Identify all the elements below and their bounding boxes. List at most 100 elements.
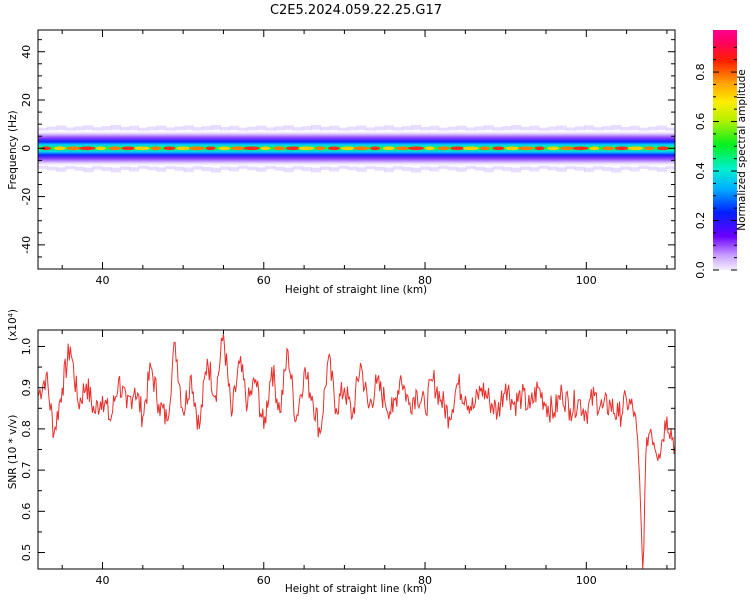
spectrogram-edge-cell <box>538 127 549 131</box>
spectrogram-edge-cell <box>347 126 358 131</box>
spectrogram-y-ticks: -40 -20 0 20 40 <box>20 39 675 270</box>
spectrogram-edge-cell <box>647 166 658 171</box>
spectrogram-edge-cell <box>483 125 494 130</box>
spectrogram-x-tick-label: 40 <box>96 274 110 287</box>
spectrogram-peak-cell <box>589 146 600 151</box>
colorbar-tick-label: 0.6 <box>694 113 707 130</box>
spectrogram-y-tick-label: 40 <box>20 45 33 59</box>
snr-y-tick-label: 0.9 <box>20 379 33 397</box>
spectrogram-peak-cell <box>150 146 161 151</box>
spectrogram-edge-cell <box>174 166 185 171</box>
snr-x-tick-label: 100 <box>576 574 597 587</box>
spectrogram-edge-cell <box>547 166 558 171</box>
spectrogram-edge-cell <box>365 166 376 170</box>
spectrogram-edge-cell <box>611 124 622 130</box>
spectrogram-peak-cell <box>437 146 450 151</box>
spectrogram-edge-cell <box>92 166 103 170</box>
spectrogram-edge-cell <box>529 125 540 131</box>
spectrogram-edge-cell <box>529 167 540 172</box>
spectrogram-peak-cell <box>66 146 81 151</box>
spectrogram-peak-cell <box>572 146 589 151</box>
spectrogram-peak-cell <box>408 146 425 151</box>
spectrogram-edge-cell <box>56 125 67 130</box>
spectrogram-x-axis-label: Height of straight line (km) <box>285 284 427 296</box>
spectrogram-peak-cell <box>134 146 151 151</box>
spectrogram-edge-cell <box>56 167 67 172</box>
spectrogram-edge-cell <box>356 125 367 130</box>
spectrogram-edge-cell <box>638 165 649 169</box>
spectrogram-edge-cell <box>502 166 513 172</box>
colorbar-ticks: 0.0 0.2 0.4 0.6 0.8 <box>694 46 737 279</box>
spectrogram-edge-cell <box>201 126 212 131</box>
spectrogram-edge-cell <box>429 125 440 131</box>
spectrogram-edge-cell <box>593 166 604 170</box>
spectrogram-edge-cell <box>247 166 258 171</box>
snr-y-axis-label: SNR (10 * v/v) <box>7 415 19 490</box>
spectrogram-edge-cell <box>556 125 567 130</box>
spectrogram-edge-cell <box>119 126 130 131</box>
snr-line-group <box>38 334 675 569</box>
spectrogram-peak-cell <box>492 146 505 151</box>
spectrogram-edge-cell <box>456 125 467 130</box>
spectrogram-band <box>38 124 675 173</box>
spectrogram-edge-cell <box>347 166 358 171</box>
spectrogram-edge-cell <box>493 166 504 170</box>
colorbar: 0.0 0.2 0.4 0.6 0.8 Normalized spectral ampl… <box>694 30 748 279</box>
spectrogram-peak-cell <box>53 146 66 151</box>
spectrogram-edge-cell <box>447 126 458 131</box>
spectrogram-edge-cell <box>429 167 440 172</box>
spectrogram-edge-cell <box>438 165 449 169</box>
spectrogram-edge-cell <box>411 124 422 130</box>
spectrogram-edge-cell <box>229 125 240 131</box>
spectrogram-edge-cell <box>656 167 667 172</box>
spectrogram-edge-cell <box>665 166 675 170</box>
spectrogram-edge-cell <box>602 166 613 172</box>
spectrogram-peak-cell <box>340 146 355 151</box>
spectrogram-peak-cell <box>163 146 176 151</box>
spectrogram-edge-cell <box>311 167 322 173</box>
spectrogram-edge-cell <box>174 126 185 131</box>
snr-multiplier-label: (x10⁴) <box>7 309 19 341</box>
spectrogram-edge-cell <box>520 126 531 131</box>
spectrogram-edge-cell <box>320 166 331 170</box>
spectrogram-edge-cell <box>47 166 58 171</box>
spectrogram-edge-cell <box>665 127 675 131</box>
spectrogram-peak-cell <box>479 146 490 151</box>
spectrogram-peak-cell <box>424 146 435 151</box>
spectrogram-edge-cell <box>138 165 149 169</box>
spectrogram-edge-cell <box>483 167 494 173</box>
spectrogram-edge-cell <box>101 126 112 131</box>
spectrogram-peak-cell <box>547 146 560 151</box>
spectrogram-edge-cell <box>65 127 76 131</box>
spectrogram-edge-cell <box>493 127 504 131</box>
spectrogram-edge-cell <box>238 127 249 131</box>
colorbar-gradient <box>713 30 737 270</box>
spectrogram-edge-cell <box>365 127 376 131</box>
spectrogram-edge-cell <box>156 167 167 172</box>
spectrogram-peak-cell <box>644 146 655 151</box>
spectrogram-edge-cell <box>38 165 49 169</box>
spectrogram-edge-cell <box>192 166 203 170</box>
snr-frame <box>37 329 676 570</box>
chart-title: C2E5.2024.059.22.25.G17 <box>270 3 442 18</box>
spectrogram-edge-cell <box>338 127 349 131</box>
spectrogram-peak-cell <box>260 146 271 151</box>
spectrogram-edge-cell <box>256 125 267 130</box>
spectrogram-peak-cell <box>656 146 669 151</box>
spectrogram-edge-cell <box>329 125 340 131</box>
spectrogram-peak-cell <box>205 146 216 151</box>
snr-panel: 40 60 80 100 0.5 0.6 0.7 0.8 0.9 1.0 Height of s… <box>7 309 676 595</box>
colorbar-tick-label: 0.4 <box>694 162 707 180</box>
spectrogram-edge-cell <box>119 166 130 170</box>
spectrogram-edge-cell <box>620 166 631 170</box>
colorbar-label: Normalized spectral amplitude <box>736 69 748 230</box>
spectrogram-edge-cell <box>565 166 576 170</box>
spectrogram-edge-cell <box>47 126 58 131</box>
snr-y-tick-label: 0.6 <box>20 503 33 520</box>
spectrogram-edge-cell <box>402 126 413 131</box>
spectrogram-peak-cell <box>41 146 52 151</box>
spectrogram-peak-cell <box>121 146 136 151</box>
spectrogram-edge-cell <box>656 125 667 130</box>
spectrogram-peak-cell <box>273 146 286 151</box>
